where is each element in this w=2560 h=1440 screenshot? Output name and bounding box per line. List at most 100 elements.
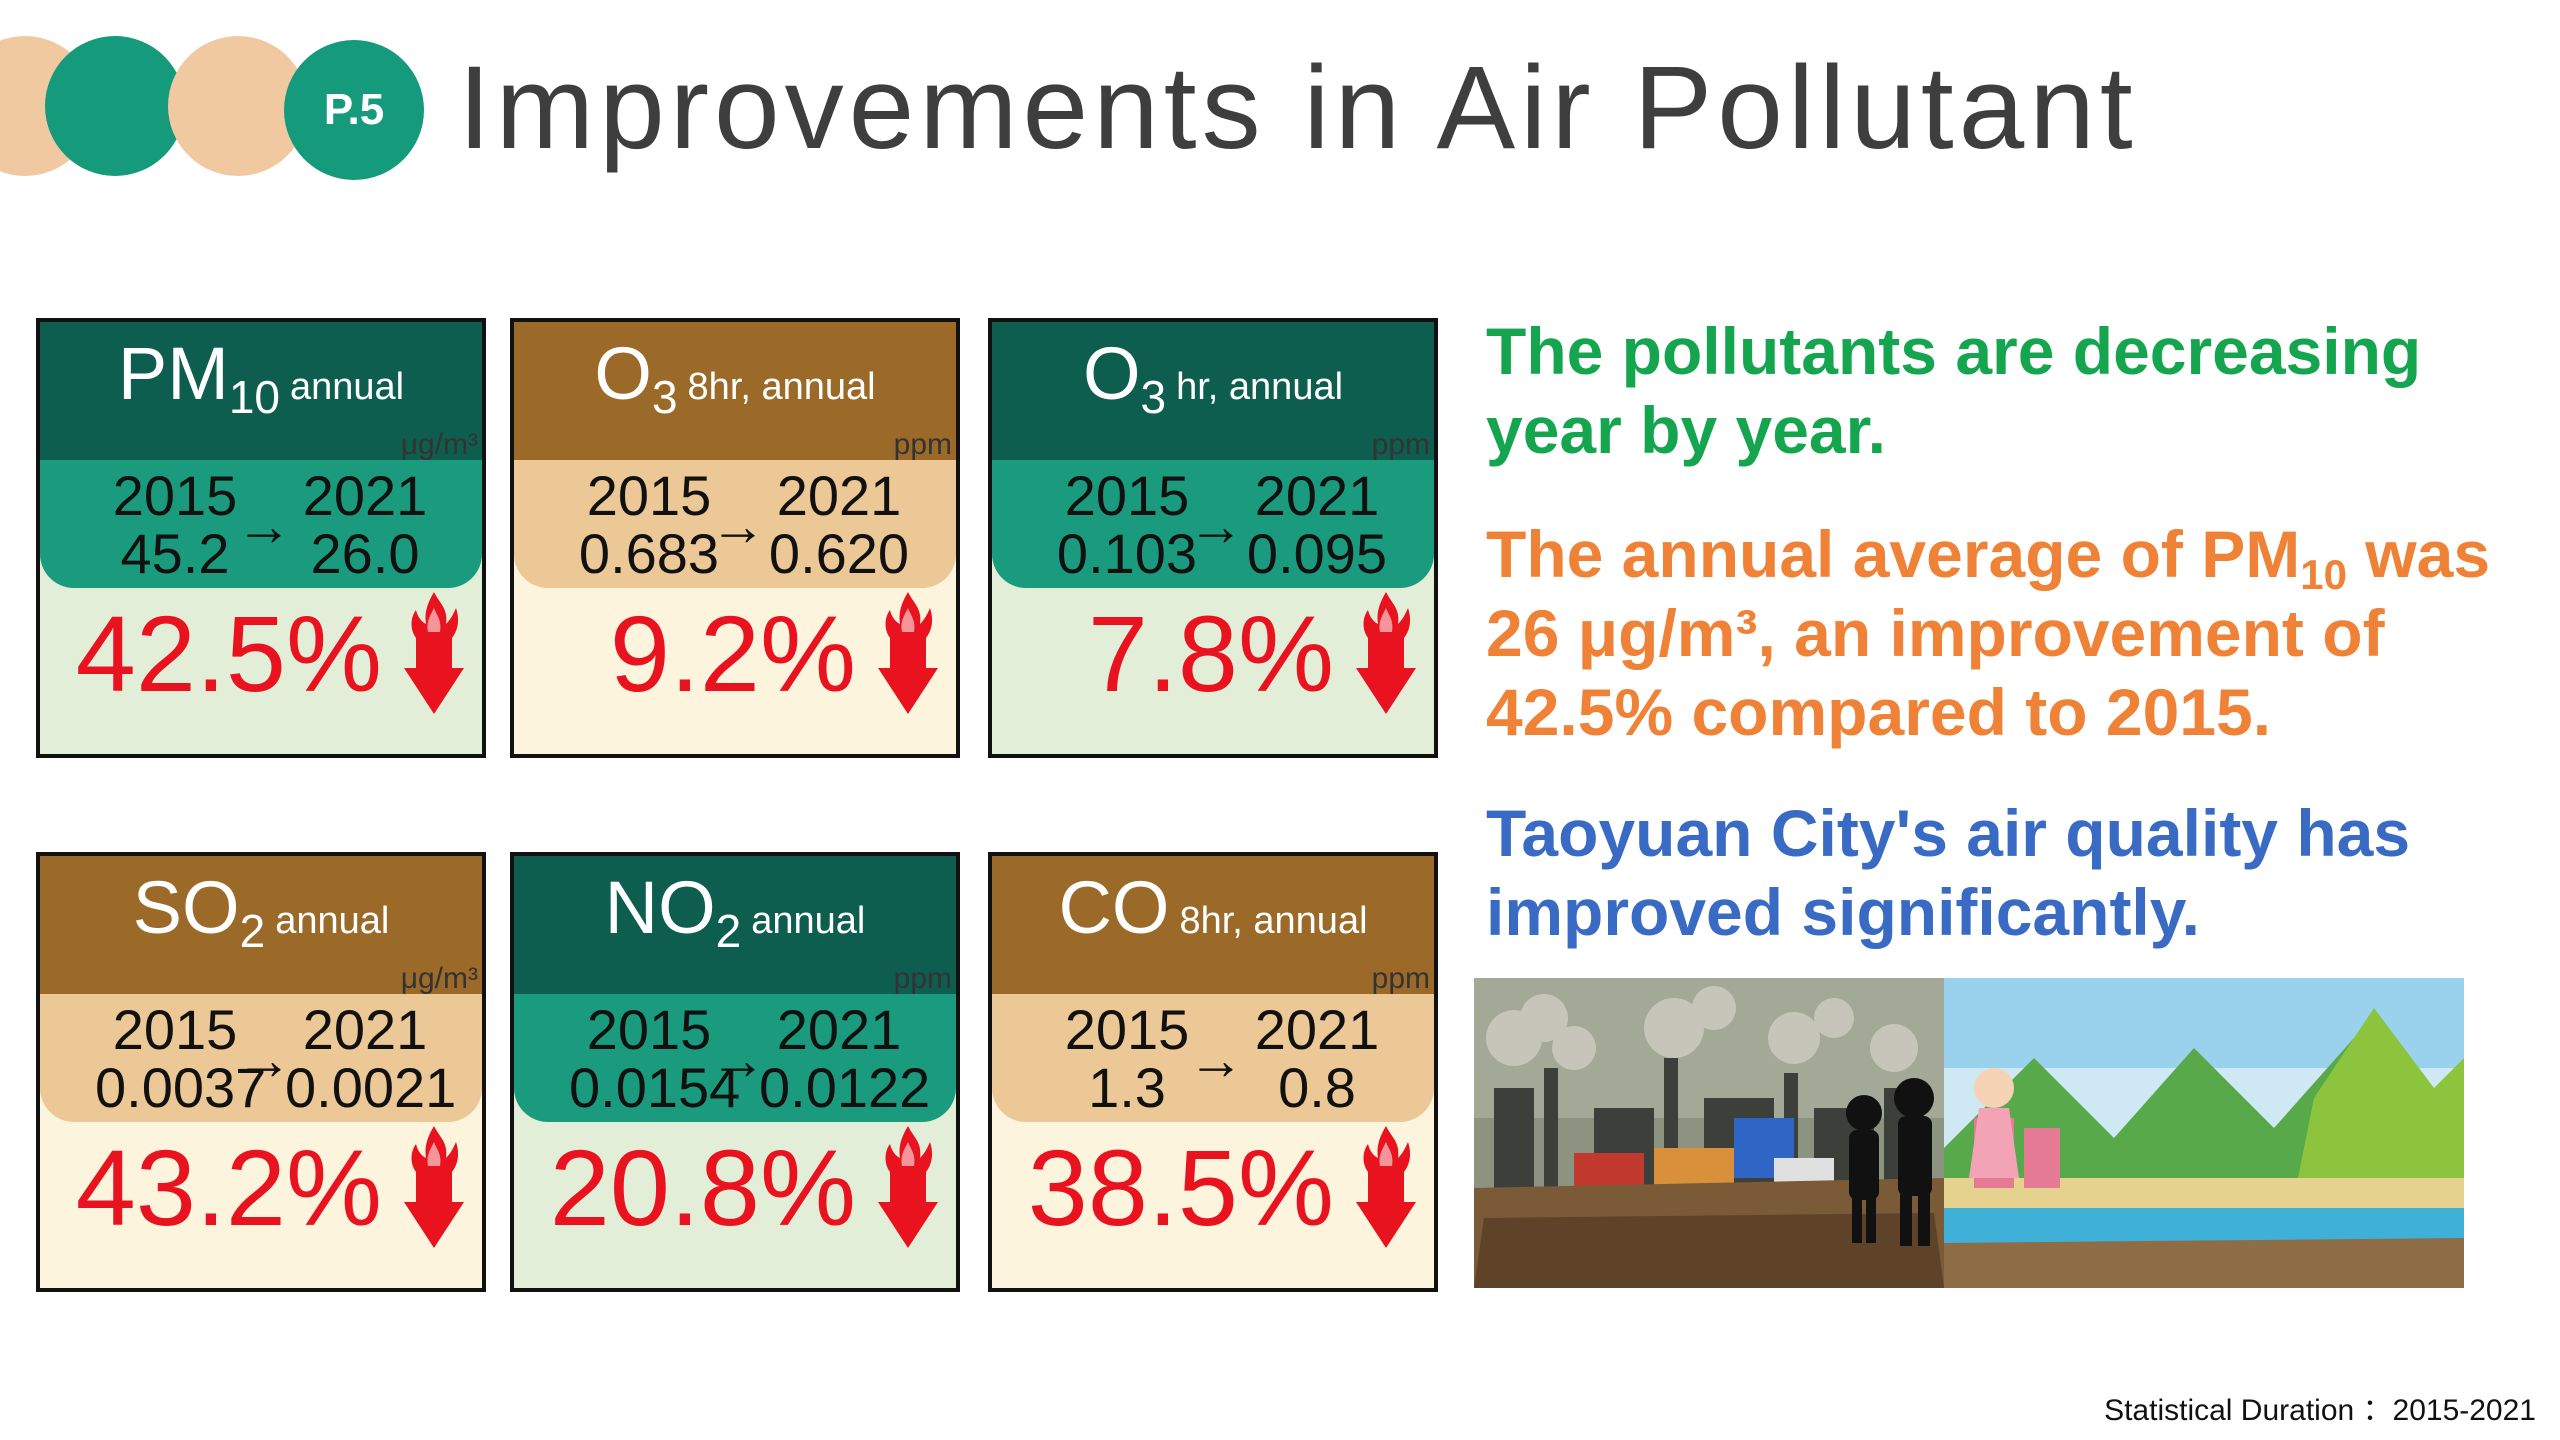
value-to: 26.0 (310, 522, 420, 585)
message-pm10-subscript: 10 (2300, 551, 2347, 598)
pollutant-symbol: O (1082, 332, 1141, 415)
pollutant-name: CO 8hr, annual (992, 864, 1434, 953)
card-header: SO2 annual μg/m³ (40, 856, 482, 994)
card-header: O3 hr, annual ppm (992, 322, 1434, 460)
arrow-right-icon: → (236, 494, 292, 557)
pollutant-card: O3 hr, annual ppm 2015 → 2021 0.103 0.095 7.8% (988, 318, 1438, 758)
year-from: 2015 (586, 998, 712, 1061)
value-from: 0.0154 (569, 1056, 741, 1119)
value-to: 0.0122 (759, 1056, 931, 1119)
year-from: 2015 (1064, 998, 1190, 1061)
decor-circle-teal (45, 36, 185, 176)
card-header: CO 8hr, annual ppm (992, 856, 1434, 994)
year-comparison: 2015 → 2021 0.683 0.620 (514, 460, 956, 588)
measurement-qualifier: annual (290, 366, 405, 408)
message-decreasing: The pollutants are decreasing year by ye… (1486, 314, 2422, 468)
year-to: 2021 (776, 464, 902, 527)
arrow-right-icon: → (236, 1028, 292, 1091)
pollutant-name: NO2 annual (514, 864, 956, 954)
pollution-vs-clean-illustration (1474, 978, 2464, 1288)
value-from: 45.2 (120, 522, 230, 585)
year-comparison: 2015 → 2021 0.103 0.095 (992, 460, 1434, 588)
improvement-percent: 9.2% (609, 593, 856, 714)
message-pm10: The annual average of PM10 was 26 μg/m³,… (1486, 515, 2556, 753)
pollutant-symbol: PM (117, 332, 229, 415)
statistical-duration-note: Statistical Duration ：2015-2021 (2104, 1394, 2536, 1427)
pollutant-card: SO2 annual μg/m³ 2015 → 2021 0.0037 0.0021 43.2% (36, 852, 486, 1292)
year-from: 2015 (586, 464, 712, 527)
measurement-qualifier: 8hr, annual (687, 366, 876, 408)
pollutant-card: PM10 annual μg/m³ 2015 → 2021 45.2 26.0 42.5% (36, 318, 486, 758)
improvement-percent: 42.5% (75, 593, 382, 714)
improvement-percent: 20.8% (549, 1127, 856, 1248)
unit-label: ppm (893, 428, 952, 461)
value-to: 0.095 (1246, 522, 1388, 585)
improvement-percent: 7.8% (1087, 593, 1334, 714)
value-from: 0.103 (1056, 522, 1198, 585)
year-to: 2021 (776, 998, 902, 1061)
decrease-arrow-icon (878, 592, 938, 714)
arrow-right-icon: → (1188, 1028, 1244, 1091)
pollutant-card: CO 8hr, annual ppm 2015 → 2021 1.3 0.8 38.5% (988, 852, 1438, 1292)
pollutant-subscript: 3 (1140, 371, 1167, 423)
pollutant-card: O3 8hr, annual ppm 2015 → 2021 0.683 0.620 9.2% (510, 318, 960, 758)
unit-label: ppm (893, 962, 952, 995)
value-from: 0.0037 (95, 1056, 267, 1119)
pollutant-card: NO2 annual ppm 2015 → 2021 0.0154 0.0122 20.8% (510, 852, 960, 1292)
card-header: PM10 annual μg/m³ (40, 322, 482, 460)
unit-label: ppm (1371, 428, 1430, 461)
page-number-badge: P.5 (323, 85, 385, 134)
pollutant-subscript: 3 (651, 371, 678, 423)
year-to: 2021 (1254, 998, 1380, 1061)
page-title: Improvements in Air Pollutant (458, 42, 2138, 174)
pollutant-subscript: 2 (239, 905, 266, 957)
arrow-right-icon: → (710, 494, 766, 557)
pollutant-symbol: NO (604, 866, 716, 949)
pollutant-symbol: CO (1058, 866, 1170, 949)
year-comparison: 2015 → 2021 45.2 26.0 (40, 460, 482, 588)
decrease-arrow-icon (1356, 1126, 1416, 1248)
decrease-arrow-icon (878, 1126, 938, 1248)
message-pm10-text-a: The annual average of PM (1486, 517, 2301, 591)
arrow-right-icon: → (710, 1028, 766, 1091)
pollutant-subscript: 2 (715, 905, 742, 957)
card-header: O3 8hr, annual ppm (514, 322, 956, 460)
year-to: 2021 (1254, 464, 1380, 527)
year-comparison: 2015 → 2021 1.3 0.8 (992, 994, 1434, 1122)
card-header: NO2 annual ppm (514, 856, 956, 994)
year-from: 2015 (112, 998, 238, 1061)
measurement-qualifier: hr, annual (1176, 366, 1344, 408)
measurement-qualifier: 8hr, annual (1179, 900, 1368, 942)
unit-label: ppm (1371, 962, 1430, 995)
pollutant-name: SO2 annual (40, 864, 482, 954)
pollutant-name: O3 hr, annual (992, 330, 1434, 420)
year-comparison: 2015 → 2021 0.0037 0.0021 (40, 994, 482, 1122)
year-from: 2015 (112, 464, 238, 527)
value-from: 0.683 (578, 522, 720, 585)
measurement-qualifier: annual (275, 900, 390, 942)
unit-label: μg/m³ (400, 962, 478, 995)
pollutant-symbol: SO (132, 866, 240, 949)
improvement-percent: 43.2% (75, 1127, 382, 1248)
pollutant-subscript: 10 (228, 371, 281, 423)
value-from: 1.3 (1088, 1056, 1166, 1119)
value-to: 0.8 (1278, 1056, 1356, 1119)
year-to: 2021 (302, 998, 428, 1061)
message-air-quality: Taoyuan City's air quality has improved … (1486, 796, 2411, 950)
decrease-arrow-icon (404, 1126, 464, 1248)
measurement-qualifier: annual (751, 900, 866, 942)
value-to: 0.620 (768, 522, 910, 585)
decrease-arrow-icon (404, 592, 464, 714)
pollutant-symbol: O (594, 332, 652, 415)
arrow-right-icon: → (1188, 494, 1244, 557)
decor-circle-teal (284, 40, 424, 180)
pollutant-name: O3 8hr, annual (514, 330, 956, 420)
message-pm10-text-b: was 26 μg/m³, an improvement of 42.5% co… (1486, 517, 2491, 750)
improvement-percent: 38.5% (1027, 1127, 1334, 1248)
year-to: 2021 (302, 464, 428, 527)
year-from: 2015 (1064, 464, 1190, 527)
unit-label: μg/m³ (400, 428, 478, 461)
value-to: 0.0021 (285, 1056, 457, 1119)
year-comparison: 2015 → 2021 0.0154 0.0122 (514, 994, 956, 1122)
pollutant-name: PM10 annual (40, 330, 482, 420)
